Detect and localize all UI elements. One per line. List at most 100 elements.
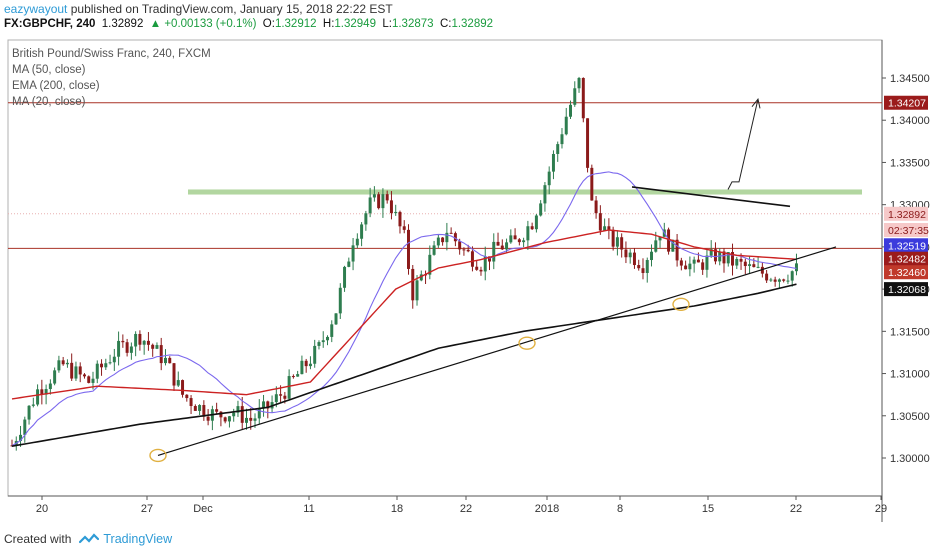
x-tick-label: 22 [790, 503, 802, 515]
candle-body [189, 398, 193, 407]
price-tag-ma50 [884, 265, 928, 280]
candle-body [146, 340, 150, 345]
candle-body [760, 266, 764, 274]
candle-body [377, 194, 381, 209]
ma20-line [11, 171, 797, 446]
candle-body [547, 171, 551, 186]
price-tag-label-ma20: 1.32519 [888, 240, 926, 252]
candle-body [569, 104, 572, 117]
price-chart[interactable]: 1.345001.340001.335001.330001.325001.320… [6, 38, 930, 525]
candle-body [692, 259, 696, 264]
candle-body [607, 226, 611, 230]
tradingview-icon [79, 533, 100, 544]
candle-body [134, 333, 138, 347]
candle-body [104, 363, 108, 368]
candle-body [347, 261, 351, 267]
falling-trendline [631, 186, 791, 208]
candle-body [121, 340, 125, 343]
ma50-line [11, 229, 797, 400]
price-tag-label-resistance: 1.34207 [888, 98, 926, 110]
candle-body [641, 268, 645, 273]
candle-body [522, 240, 526, 243]
y-tick-label: 1.31500 [890, 326, 930, 338]
candle-body [688, 263, 692, 270]
candle-body [389, 200, 393, 214]
price-tag-label-line: 1.32482 [888, 254, 926, 266]
candle-body [172, 363, 176, 386]
candle-body [36, 389, 40, 405]
price-tag-ma20 [884, 238, 928, 253]
candle-body [117, 340, 121, 357]
candle-body [394, 211, 398, 214]
candle-body [701, 262, 705, 270]
arrow-head [751, 97, 761, 109]
x-tick-label: 29 [875, 503, 887, 515]
y-tick-label: 1.30000 [890, 453, 930, 465]
legend-title: British Pound/Swiss Franc, 240, FXCM [12, 48, 211, 60]
candle-body [159, 345, 163, 364]
candle-body [129, 346, 133, 353]
x-tick-label: 22 [460, 503, 472, 515]
high-value: 1.32949 [334, 18, 376, 30]
candle-body [27, 405, 31, 420]
tradingview-logo[interactable]: TradingView [79, 532, 172, 546]
y-tick-label: 1.30500 [890, 411, 930, 423]
candle-body [351, 245, 355, 262]
candle-body [407, 229, 410, 269]
candle-body [794, 263, 798, 272]
candle-body [765, 273, 769, 281]
candle-body [777, 279, 781, 282]
candle-body [637, 265, 641, 269]
candle-body [722, 251, 726, 264]
candle-body [53, 370, 57, 384]
candle-body [206, 416, 210, 421]
candle-body [551, 153, 555, 172]
candle-body [611, 229, 615, 247]
symbol-label: FX:GBPCHF, 240 [4, 18, 96, 30]
candle-body [155, 345, 159, 349]
candle-body [470, 251, 474, 267]
candle-body [19, 434, 23, 441]
candle-body [756, 266, 760, 268]
author-link[interactable]: eazywayout [4, 2, 68, 16]
candle-body [44, 389, 48, 395]
candle-body [667, 229, 671, 252]
price-tag-label-ema200: 1.32068 [888, 284, 926, 296]
chart-area[interactable]: 1.345001.340001.335001.330001.325001.320… [6, 38, 930, 525]
candle-body [726, 252, 730, 264]
high-label: H: [322, 18, 335, 30]
candle-body [731, 252, 735, 266]
candle-body [675, 239, 679, 261]
candle-body [287, 376, 291, 399]
candle-body [321, 340, 325, 343]
candle-body [125, 342, 129, 353]
candle-body [23, 419, 27, 435]
candle-body [594, 200, 598, 214]
resistance-zone [188, 189, 862, 195]
candle-body [317, 342, 321, 346]
candle-body [219, 411, 223, 418]
close-label: C: [439, 18, 452, 30]
candle-body [240, 406, 244, 423]
y-tick-label: 1.31000 [890, 369, 930, 381]
candle-body [748, 264, 752, 267]
candle-body [534, 215, 538, 230]
candle-body [577, 77, 581, 89]
candle-body [530, 226, 534, 230]
candle-body [364, 213, 368, 225]
candle-body [526, 226, 530, 241]
low-value: 1.32873 [391, 18, 434, 30]
x-tick-label: 2018 [535, 503, 559, 515]
y-tick-label: 1.34500 [890, 73, 930, 85]
candle-body [479, 269, 483, 272]
candle-body [300, 360, 304, 375]
candle-body [581, 77, 585, 119]
candle-body [415, 280, 419, 301]
candle-body [628, 252, 632, 258]
candle-body [402, 226, 406, 230]
candle-body [253, 418, 257, 421]
candle-body [513, 235, 517, 240]
low-label: L: [382, 18, 392, 30]
candle-body [100, 363, 104, 368]
candle-body [586, 118, 590, 168]
